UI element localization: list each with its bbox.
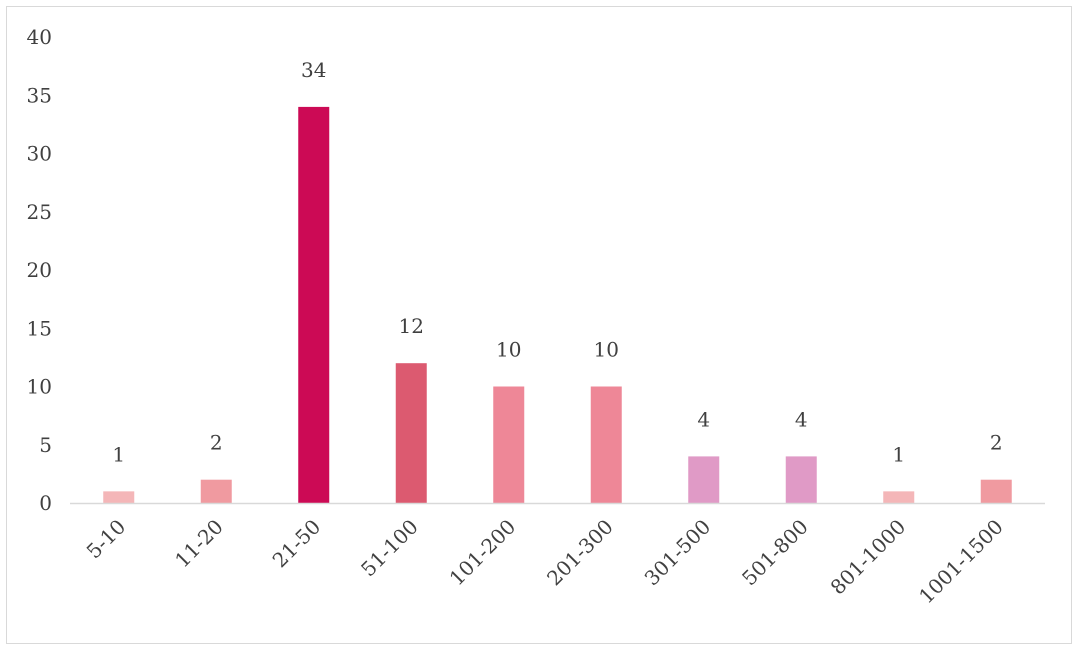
data-label: 1	[892, 442, 905, 466]
y-tick-label: 35	[27, 83, 52, 107]
data-label: 34	[301, 58, 326, 82]
bar	[395, 363, 427, 503]
bar	[785, 456, 817, 503]
x-tick-label: 201-300	[542, 515, 618, 591]
data-label: 2	[990, 431, 1003, 455]
bar	[200, 479, 232, 503]
x-tick-label: 301-500	[640, 515, 716, 591]
bar	[590, 386, 622, 503]
data-label: 4	[697, 407, 710, 431]
bar	[980, 479, 1012, 503]
y-tick-label: 10	[27, 375, 52, 399]
y-tick-label: 0	[39, 491, 52, 515]
y-tick-label: 30	[27, 142, 52, 166]
x-tick-label: 501-800	[737, 515, 813, 591]
y-tick-label: 25	[27, 200, 52, 224]
data-label: 10	[496, 338, 521, 362]
bar	[298, 106, 330, 504]
y-tick-label: 5	[39, 433, 52, 457]
x-tick-label: 51-100	[356, 515, 423, 582]
data-label: 1	[112, 442, 125, 466]
data-label: 10	[594, 338, 619, 362]
bar	[883, 491, 915, 503]
data-label: 2	[210, 431, 223, 455]
x-tick-label: 5-10	[82, 515, 131, 564]
data-label: 4	[795, 407, 808, 431]
x-tick-label: 101-200	[445, 515, 521, 591]
bar	[493, 386, 525, 503]
data-label: 12	[399, 314, 424, 338]
bar	[103, 491, 135, 503]
x-tick-label: 801-1000	[826, 515, 911, 600]
x-tick-label: 11-20	[170, 515, 228, 573]
chart-frame	[6, 6, 1072, 644]
x-tick-label: 21-50	[268, 515, 326, 573]
y-tick-label: 40	[27, 25, 52, 49]
y-tick-label: 15	[27, 316, 52, 340]
y-tick-label: 20	[27, 258, 52, 282]
bar	[688, 456, 720, 503]
x-tick-label: 1001-1500	[914, 515, 1008, 609]
